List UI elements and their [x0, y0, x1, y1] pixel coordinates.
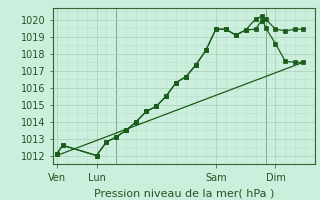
X-axis label: Pression niveau de la mer( hPa ): Pression niveau de la mer( hPa ): [94, 189, 274, 199]
